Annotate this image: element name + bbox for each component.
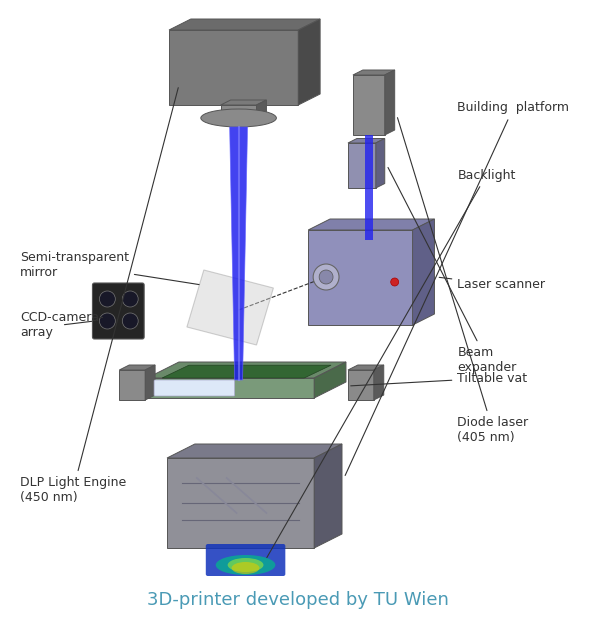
- Text: Backlight: Backlight: [267, 168, 515, 558]
- Circle shape: [100, 313, 115, 329]
- Polygon shape: [187, 270, 274, 345]
- FancyBboxPatch shape: [154, 380, 235, 396]
- Polygon shape: [167, 458, 314, 548]
- Polygon shape: [147, 378, 314, 398]
- Polygon shape: [145, 365, 155, 400]
- Polygon shape: [308, 219, 434, 230]
- Circle shape: [122, 291, 138, 307]
- Text: DLP Light Engine
(450 nm): DLP Light Engine (450 nm): [20, 88, 178, 504]
- Polygon shape: [298, 19, 320, 105]
- Ellipse shape: [232, 562, 259, 574]
- Polygon shape: [353, 75, 385, 135]
- Text: Semi-transparent
mirror: Semi-transparent mirror: [20, 251, 199, 284]
- Polygon shape: [314, 444, 342, 548]
- Polygon shape: [119, 365, 155, 370]
- Polygon shape: [348, 370, 374, 400]
- Polygon shape: [169, 19, 320, 30]
- Polygon shape: [256, 100, 266, 123]
- Polygon shape: [376, 138, 385, 188]
- Polygon shape: [385, 70, 395, 135]
- Polygon shape: [167, 444, 342, 458]
- Polygon shape: [365, 135, 373, 240]
- Text: Tiltable vat: Tiltable vat: [351, 371, 527, 386]
- Text: 3D-printer developed by TU Wien: 3D-printer developed by TU Wien: [148, 591, 449, 609]
- Polygon shape: [308, 230, 413, 325]
- Polygon shape: [348, 138, 385, 143]
- Text: Building  platform: Building platform: [345, 101, 569, 476]
- Circle shape: [313, 264, 339, 290]
- Polygon shape: [162, 365, 331, 378]
- FancyBboxPatch shape: [92, 283, 144, 339]
- Polygon shape: [348, 143, 376, 188]
- Polygon shape: [230, 127, 248, 380]
- Polygon shape: [348, 365, 384, 370]
- Polygon shape: [374, 365, 384, 400]
- Text: Laser scanner: Laser scanner: [439, 278, 545, 291]
- Polygon shape: [147, 362, 346, 378]
- Polygon shape: [169, 30, 298, 105]
- Text: CCD-camera-
array: CCD-camera- array: [20, 311, 104, 339]
- Ellipse shape: [201, 109, 277, 127]
- Ellipse shape: [227, 558, 263, 572]
- Polygon shape: [119, 370, 145, 400]
- FancyBboxPatch shape: [206, 544, 286, 576]
- Text: Beam
expander: Beam expander: [388, 168, 517, 374]
- Circle shape: [100, 291, 115, 307]
- Circle shape: [391, 278, 398, 286]
- Polygon shape: [221, 100, 266, 105]
- Polygon shape: [221, 105, 256, 123]
- Polygon shape: [314, 362, 346, 398]
- Polygon shape: [413, 219, 434, 325]
- Circle shape: [122, 313, 138, 329]
- Ellipse shape: [216, 555, 275, 575]
- Polygon shape: [353, 70, 395, 75]
- Circle shape: [319, 270, 333, 284]
- Text: Diode laser
(405 nm): Diode laser (405 nm): [397, 117, 529, 444]
